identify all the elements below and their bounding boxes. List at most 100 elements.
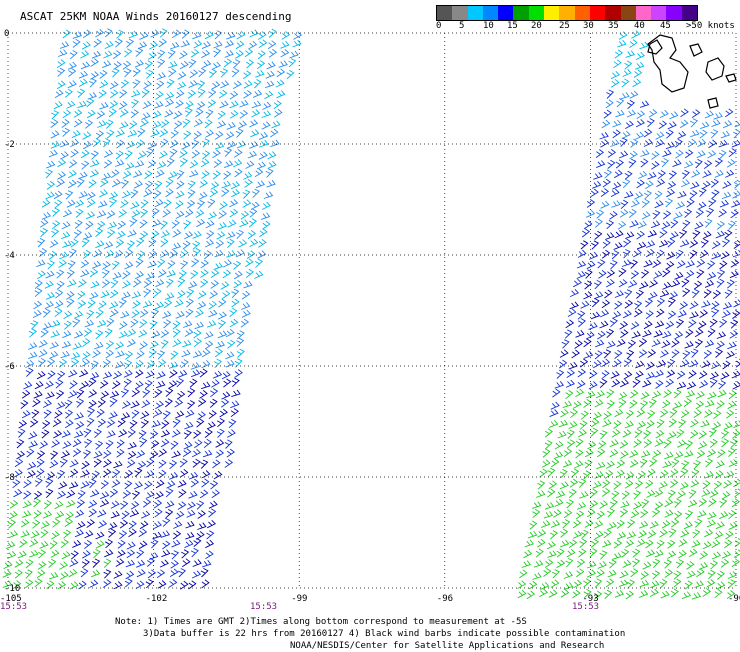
wind-barb: [240, 220, 248, 227]
wind-barb: [68, 370, 76, 377]
wind-barb: [108, 222, 117, 229]
wind-barb: [74, 311, 82, 318]
wind-barb: [653, 260, 661, 268]
wind-barb: [569, 362, 577, 369]
wind-barb: [104, 550, 112, 557]
wind-barb: [712, 241, 720, 249]
wind-barb: [671, 280, 679, 287]
wind-barb: [259, 40, 267, 48]
wind-barb: [620, 379, 628, 386]
wind-barb: [112, 381, 120, 389]
wind-barb: [623, 69, 631, 76]
wind-barb: [50, 342, 59, 349]
wind-barb: [541, 520, 550, 527]
wind-barb: [204, 332, 212, 339]
wind-barb: [232, 289, 239, 298]
wind-barb: [188, 281, 196, 288]
wind-barb: [696, 391, 704, 398]
wind-barb: [54, 410, 62, 418]
wind-barb: [14, 469, 22, 477]
wind-barb: [639, 350, 647, 358]
wind-barb: [122, 511, 129, 519]
wind-barb: [587, 199, 594, 207]
wind-barb: [165, 501, 173, 508]
wind-barb: [584, 339, 591, 347]
wind-barb: [202, 349, 210, 357]
wind-barb: [665, 570, 673, 578]
wind-barb: [104, 160, 111, 168]
wind-barb: [70, 381, 77, 389]
wind-barb: [259, 152, 267, 160]
wind-barb: [170, 149, 177, 158]
wind-barb: [82, 559, 89, 567]
wind-barb: [637, 409, 645, 417]
wind-barb: [192, 571, 200, 578]
wind-barb: [176, 511, 184, 519]
wind-barb: [218, 331, 227, 338]
wind-barb: [625, 121, 633, 129]
wind-barb: [155, 199, 163, 206]
wind-barb: [557, 560, 565, 568]
wind-barb: [90, 72, 98, 80]
wind-barb: [120, 311, 128, 318]
wind-barb: [55, 501, 63, 509]
wind-barb: [113, 469, 120, 477]
wind-barb: [646, 249, 654, 257]
wind-barb: [523, 550, 531, 558]
wind-barb: [121, 412, 129, 419]
wind-barb: [148, 52, 156, 60]
wind-barb: [602, 120, 610, 128]
wind-barb: [143, 301, 152, 308]
wind-barb: [648, 410, 655, 418]
wind-barb: [628, 340, 635, 348]
wind-barb: [133, 68, 140, 76]
wind-barb: [668, 311, 676, 319]
wind-barb: [536, 491, 545, 498]
wind-barb: [55, 301, 63, 309]
wind-barb: [147, 459, 154, 467]
wind-barb: [729, 391, 736, 399]
wind-barb: [53, 519, 60, 527]
wind-barb: [209, 501, 217, 508]
wind-barb: [35, 280, 42, 288]
wind-barb: [136, 450, 144, 458]
wind-barb: [137, 569, 145, 576]
wind-barb: [81, 260, 89, 268]
wind-barb: [68, 180, 76, 188]
wind-barb: [258, 51, 265, 59]
note-line-1: Note: 1) Times are GMT 2)Times along bot…: [115, 616, 735, 628]
wind-barb: [666, 130, 673, 138]
wind-barb: [139, 529, 147, 537]
wind-barb: [209, 69, 216, 78]
wind-barb: [84, 429, 91, 438]
wind-barb: [125, 49, 132, 57]
wind-barb: [19, 539, 26, 547]
wind-barb: [548, 468, 555, 477]
wind-barb: [198, 81, 205, 90]
wind-barb: [668, 181, 676, 189]
wind-barb: [158, 259, 165, 267]
wind-barb: [678, 550, 686, 558]
wind-barb: [611, 189, 619, 197]
wind-barb: [194, 330, 201, 338]
wind-barb: [631, 271, 638, 279]
wind-barb: [103, 459, 111, 467]
wind-barb: [165, 92, 173, 99]
wind-barb: [625, 421, 633, 428]
wind-barb: [110, 101, 118, 109]
wind-barb: [203, 450, 212, 457]
wind-barb: [227, 122, 235, 129]
wind-barb: [668, 122, 676, 129]
lat-tick-label: -8: [4, 473, 15, 483]
wind-barb: [146, 70, 153, 79]
wind-barb: [115, 160, 124, 167]
wind-barb: [180, 459, 187, 467]
wind-barb: [225, 460, 233, 468]
wind-barb: [668, 239, 675, 247]
wind-barb: [667, 370, 675, 378]
wind-barb: [177, 82, 185, 89]
wind-barb: [126, 560, 135, 567]
wind-barb: [700, 420, 709, 427]
wind-barb: [564, 583, 573, 590]
wind-barb: [173, 321, 180, 329]
